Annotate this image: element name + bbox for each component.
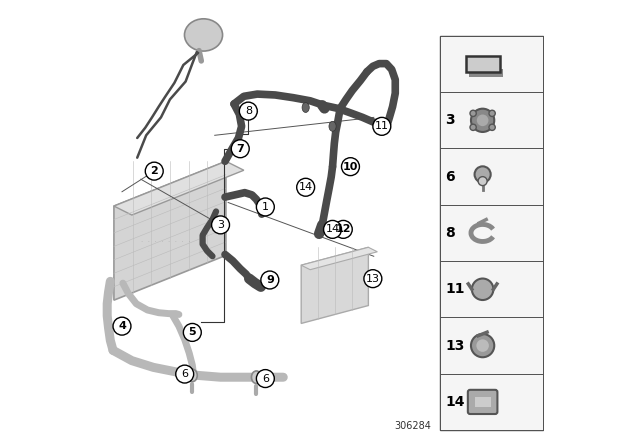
Text: 9: 9 (266, 275, 274, 285)
Circle shape (470, 110, 476, 116)
Circle shape (478, 177, 487, 185)
Bar (440, 374, 543, 430)
Polygon shape (301, 247, 378, 270)
FancyBboxPatch shape (465, 56, 500, 72)
Circle shape (476, 339, 489, 352)
Circle shape (342, 158, 360, 176)
Circle shape (261, 271, 279, 289)
Circle shape (472, 279, 493, 300)
Text: 1: 1 (262, 202, 269, 212)
Bar (440, 148, 543, 205)
Text: 8: 8 (244, 106, 252, 116)
Circle shape (212, 216, 230, 234)
Circle shape (257, 198, 275, 216)
Text: 3: 3 (217, 220, 224, 230)
Bar (474, 396, 491, 407)
Text: 3: 3 (445, 113, 455, 127)
Text: 14: 14 (326, 224, 340, 234)
Text: 4: 4 (118, 321, 126, 331)
Bar (440, 92, 543, 148)
Text: 306284: 306284 (394, 421, 431, 431)
Circle shape (475, 166, 491, 182)
Text: 7: 7 (236, 144, 244, 154)
Bar (440, 36, 543, 92)
Circle shape (176, 365, 194, 383)
Ellipse shape (188, 369, 197, 382)
Circle shape (471, 334, 494, 357)
Circle shape (257, 370, 275, 388)
Bar (440, 261, 543, 318)
Circle shape (231, 140, 249, 158)
Text: 10: 10 (343, 162, 358, 172)
Text: 6: 6 (445, 170, 455, 184)
Circle shape (239, 102, 257, 120)
Circle shape (470, 124, 476, 130)
Text: ·  ·  ·  ·  ·  ·  ·  ·: · · · · · · · · (141, 239, 190, 245)
Circle shape (324, 220, 342, 238)
Text: 5: 5 (189, 327, 196, 337)
Bar (440, 318, 543, 374)
Text: 12: 12 (335, 224, 351, 234)
Text: 14: 14 (445, 395, 465, 409)
Bar (440, 205, 543, 261)
Ellipse shape (302, 103, 309, 112)
Circle shape (145, 162, 163, 180)
Circle shape (489, 110, 495, 116)
Circle shape (334, 220, 352, 238)
Polygon shape (114, 161, 226, 300)
Text: 13: 13 (445, 339, 465, 353)
Circle shape (364, 270, 382, 288)
Circle shape (183, 323, 201, 341)
Text: 14: 14 (299, 182, 313, 192)
Text: 6: 6 (262, 374, 269, 383)
Text: 11: 11 (375, 121, 389, 131)
Text: 11: 11 (445, 282, 465, 296)
Polygon shape (114, 161, 244, 215)
Circle shape (471, 109, 494, 132)
Ellipse shape (252, 371, 261, 383)
Circle shape (373, 117, 391, 135)
Ellipse shape (329, 121, 336, 131)
Text: 13: 13 (366, 274, 380, 284)
Ellipse shape (184, 19, 223, 51)
Circle shape (113, 317, 131, 335)
Text: 8: 8 (445, 226, 455, 240)
Circle shape (489, 124, 495, 130)
Text: 6: 6 (181, 369, 188, 379)
Circle shape (297, 178, 315, 196)
FancyBboxPatch shape (469, 69, 503, 77)
Text: 2: 2 (150, 166, 158, 176)
FancyBboxPatch shape (468, 390, 497, 414)
Polygon shape (301, 247, 369, 323)
Circle shape (477, 115, 488, 126)
Bar (440, 36, 543, 430)
